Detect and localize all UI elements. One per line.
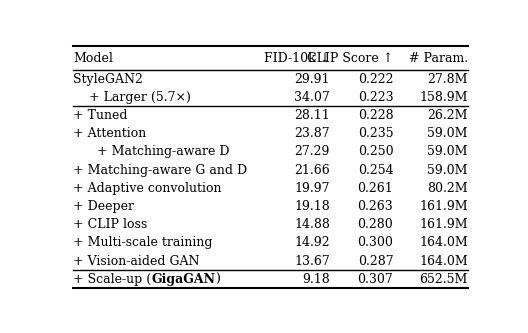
Text: CLIP Score ↑: CLIP Score ↑ [307,52,393,65]
Text: Model: Model [73,52,113,65]
Text: FID-10k ↓: FID-10k ↓ [263,52,330,65]
Text: 59.0M: 59.0M [427,146,468,159]
Text: + Deeper: + Deeper [73,200,134,213]
Text: + Matching-aware G and D: + Matching-aware G and D [73,164,248,176]
Text: + Scale-up (: + Scale-up ( [73,273,152,286]
Text: + CLIP loss: + CLIP loss [73,218,148,231]
Text: + Vision-aided GAN: + Vision-aided GAN [73,255,200,268]
Text: 13.67: 13.67 [294,255,330,268]
Text: 14.92: 14.92 [294,236,330,249]
Text: 0.263: 0.263 [357,200,393,213]
Text: 23.87: 23.87 [294,127,330,140]
Text: 0.235: 0.235 [358,127,393,140]
Text: 0.222: 0.222 [358,73,393,86]
Text: + Multi-scale training: + Multi-scale training [73,236,213,249]
Text: 0.261: 0.261 [357,182,393,195]
Text: + Larger (5.7×): + Larger (5.7×) [73,91,191,104]
Text: StyleGAN2: StyleGAN2 [73,73,143,86]
Text: 652.5M: 652.5M [419,273,468,286]
Text: 59.0M: 59.0M [427,127,468,140]
Text: 161.9M: 161.9M [419,200,468,213]
Text: 0.287: 0.287 [358,255,393,268]
Text: 9.18: 9.18 [302,273,330,286]
Text: 28.11: 28.11 [294,109,330,122]
Text: 0.300: 0.300 [357,236,393,249]
Text: 164.0M: 164.0M [419,236,468,249]
Text: 158.9M: 158.9M [419,91,468,104]
Text: + Adaptive convolution: + Adaptive convolution [73,182,222,195]
Text: ): ) [215,273,221,286]
Text: 29.91: 29.91 [295,73,330,86]
Text: 26.2M: 26.2M [427,109,468,122]
Text: 34.07: 34.07 [294,91,330,104]
Text: 19.97: 19.97 [295,182,330,195]
Text: + Tuned: + Tuned [73,109,128,122]
Text: 0.250: 0.250 [358,146,393,159]
Text: + Attention: + Attention [73,127,147,140]
Text: 27.29: 27.29 [295,146,330,159]
Text: 21.66: 21.66 [294,164,330,176]
Text: 0.307: 0.307 [357,273,393,286]
Text: 27.8M: 27.8M [427,73,468,86]
Text: 161.9M: 161.9M [419,218,468,231]
Text: # Param.: # Param. [409,52,468,65]
Text: 0.223: 0.223 [358,91,393,104]
Text: 164.0M: 164.0M [419,255,468,268]
Text: 0.280: 0.280 [357,218,393,231]
Text: 59.0M: 59.0M [427,164,468,176]
Text: 19.18: 19.18 [294,200,330,213]
Text: 14.88: 14.88 [294,218,330,231]
Text: + Matching-aware D: + Matching-aware D [73,146,230,159]
Text: 0.254: 0.254 [358,164,393,176]
Text: GigaGAN: GigaGAN [152,273,215,286]
Text: 80.2M: 80.2M [427,182,468,195]
Text: 0.228: 0.228 [358,109,393,122]
